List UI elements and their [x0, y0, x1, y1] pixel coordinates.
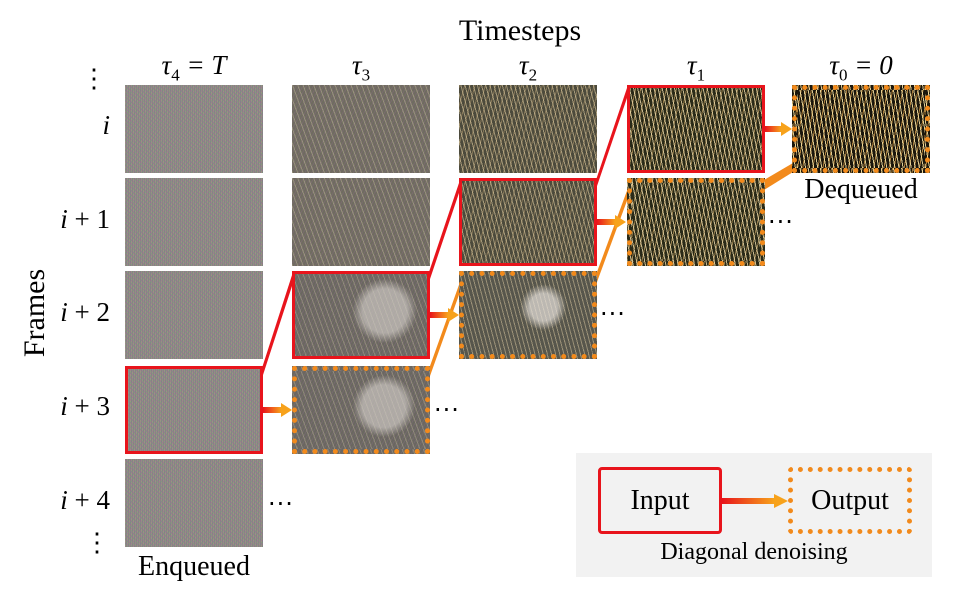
column-header-tau1: τ1 [686, 50, 706, 85]
column-header-tau4: τ4 = T [161, 50, 227, 85]
frame-tile-r3-c0-input [125, 366, 263, 454]
column-header-tau0: τ0 = 0 [829, 50, 893, 85]
row-label-i-plus-2: i + 2 [60, 297, 110, 327]
legend-caption: Diagonal denoising [660, 539, 848, 565]
row-label-i-plus-3: i + 3 [60, 391, 110, 421]
column-header-tau3: τ3 [351, 50, 371, 85]
column-header-tau2: τ2 [518, 50, 538, 85]
horizontal-ellipsis-r4: ··· [268, 490, 294, 518]
input-diagonal-band-3 [596, 85, 628, 189]
frame-tile-r4-c0 [125, 459, 263, 547]
frame-tile-r0-c0 [125, 85, 263, 173]
frame-tile-r2-c0 [125, 271, 263, 359]
frame-tile-r0-c1 [292, 85, 430, 173]
enqueued-label: Enqueued [138, 551, 250, 582]
horizontal-ellipsis-r3: ··· [434, 396, 460, 424]
input-diagonal-band-2 [429, 180, 460, 282]
arrow-row2 [430, 308, 459, 322]
row-label-i: i [102, 110, 110, 140]
legend-arrow-icon [722, 494, 788, 508]
row-label-i-plus-1: i + 1 [60, 204, 110, 234]
frame-tile-r1-c1 [292, 178, 430, 266]
output-diagonal-band-1 [430, 282, 460, 376]
timesteps-title: Timesteps [458, 14, 582, 47]
frame-tile-r1-c2-input [459, 178, 597, 266]
arrow-row1 [597, 215, 626, 229]
legend-input-label: Input [630, 484, 690, 516]
arrow-row0 [765, 122, 792, 136]
legend-input-box: Input [598, 467, 722, 534]
legend-output-box: Output [788, 467, 912, 534]
frame-tile-r0-c3-input [627, 85, 765, 173]
horizontal-ellipsis-r1: ··· [768, 208, 794, 236]
dequeued-label: Dequeued [804, 174, 918, 205]
row-label-i-plus-4: i + 4 [60, 485, 110, 515]
input-diagonal-band-1 [262, 272, 293, 378]
frame-tile-r2-c2-output [459, 271, 597, 359]
frame-tile-r1-c3-output [627, 178, 765, 266]
legend-output-label: Output [811, 484, 889, 516]
arrow-row3 [263, 403, 292, 417]
frame-tile-r0-c4-output [792, 85, 930, 173]
frame-tile-r0-c2 [459, 85, 597, 173]
frame-tile-r2-c1-input [292, 271, 430, 359]
frame-tile-r3-c1-output [292, 366, 430, 454]
output-diagonal-band-2 [597, 188, 628, 282]
horizontal-ellipsis-r2: ··· [600, 300, 626, 328]
legend: Input Output Diagonal denoising [576, 453, 932, 577]
frame-tile-r1-c0 [125, 178, 263, 266]
output-diagonal-band-3 [764, 163, 793, 190]
